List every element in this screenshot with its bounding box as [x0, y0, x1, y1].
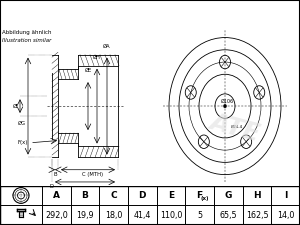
Text: B: B: [82, 191, 88, 200]
Text: C (MTH): C (MTH): [82, 172, 103, 177]
Text: Ø106: Ø106: [220, 99, 234, 104]
Text: 162,5: 162,5: [246, 211, 268, 220]
Text: ATE: ATE: [207, 110, 263, 146]
Text: Illustration similar: Illustration similar: [2, 38, 51, 43]
Circle shape: [224, 104, 226, 108]
Text: ØG: ØG: [18, 121, 26, 126]
Text: 14,0: 14,0: [277, 211, 294, 220]
Text: A: A: [53, 191, 60, 200]
Text: 41,4: 41,4: [134, 211, 151, 220]
Text: I: I: [284, 191, 287, 200]
Text: 24.0120-0173.1    420173: 24.0120-0173.1 420173: [55, 7, 245, 20]
Text: (x): (x): [201, 196, 209, 201]
Text: 65,5: 65,5: [220, 211, 237, 220]
Text: ØI: ØI: [13, 104, 18, 109]
Text: 18,0: 18,0: [105, 211, 122, 220]
Text: ØE: ØE: [84, 68, 92, 73]
Text: C: C: [110, 191, 117, 200]
Text: Abbildung ähnlich: Abbildung ähnlich: [2, 30, 52, 35]
Text: E: E: [168, 191, 174, 200]
Text: 5: 5: [197, 211, 202, 220]
Text: D: D: [139, 191, 146, 200]
Text: F: F: [196, 191, 203, 200]
Text: D: D: [50, 184, 54, 189]
Text: F(x): F(x): [18, 140, 28, 145]
Text: 292,0: 292,0: [45, 211, 68, 220]
Text: 110,0: 110,0: [160, 211, 182, 220]
Text: ØA: ØA: [103, 44, 111, 49]
Text: B: B: [53, 172, 57, 177]
Text: 19,9: 19,9: [76, 211, 94, 220]
Text: H: H: [253, 191, 261, 200]
Text: ØH: ØH: [93, 55, 101, 60]
Text: Ø24,4: Ø24,4: [231, 125, 243, 129]
Text: G: G: [225, 191, 232, 200]
